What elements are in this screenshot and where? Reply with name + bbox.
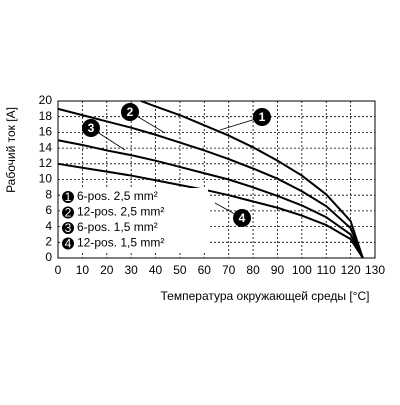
- x-tick-label: 20: [100, 263, 114, 277]
- legend-badge: [62, 191, 74, 203]
- legend-badge-number: 1: [65, 190, 72, 204]
- legend-box: [60, 188, 208, 252]
- y-tick-label: 4: [45, 219, 52, 233]
- x-tick-label: 90: [271, 263, 285, 277]
- legend-badge: [62, 206, 74, 219]
- callout-badge: [121, 103, 139, 121]
- x-tick-label: 0: [55, 263, 62, 277]
- y-tick-label: 20: [39, 93, 53, 107]
- curve: [57, 139, 364, 259]
- legend-badge: [62, 237, 74, 250]
- x-tick-label: 30: [124, 263, 138, 277]
- x-tick-label: 70: [222, 263, 236, 277]
- x-tick-label: 110: [317, 263, 336, 277]
- legend-badge-number: 3: [65, 221, 72, 235]
- legend-badge-number: 2: [65, 206, 72, 220]
- x-tick-label: 100: [292, 263, 312, 277]
- curve: [57, 107, 364, 259]
- legend-label: 12-pos. 2,5 mm²: [77, 205, 164, 219]
- y-tick-label: 18: [39, 109, 53, 123]
- legend-label: 6-pos. 2,5 mm²: [77, 189, 158, 203]
- curve: [140, 100, 364, 259]
- curve: [57, 162, 364, 259]
- x-tick-label: 10: [76, 263, 90, 277]
- x-tick-label: 60: [198, 263, 212, 277]
- x-tick-label: 40: [149, 263, 163, 277]
- y-tick-label: 8: [45, 187, 52, 201]
- y-tick-label: 6: [45, 203, 52, 217]
- x-tick-label: 80: [246, 263, 260, 277]
- callout-number: 2: [127, 105, 134, 119]
- x-tick-label: 130: [365, 263, 385, 277]
- legend-label: 6-pos. 1,5 mm²: [77, 220, 158, 234]
- callout-number: 1: [259, 110, 266, 124]
- y-tick-label: 16: [39, 125, 53, 139]
- x-tick-label: 120: [341, 263, 361, 277]
- legend-badge: [62, 222, 74, 234]
- callout-badge: [233, 209, 251, 227]
- y-tick-label: 12: [39, 156, 53, 170]
- y-axis-label: Рабочий ток [A]: [4, 107, 18, 193]
- callout-badge: [253, 108, 271, 126]
- x-tick-label: 50: [173, 263, 187, 277]
- legend-label: 12-pos. 1,5 mm²: [77, 236, 164, 250]
- y-tick-label: 10: [39, 172, 53, 186]
- callout-number: 3: [88, 121, 95, 135]
- y-tick-label: 14: [39, 140, 53, 154]
- callout-badge: [82, 119, 100, 137]
- y-tick-label: 0: [45, 250, 52, 264]
- x-axis-label: Температура окружающей среды [°C]: [161, 289, 370, 303]
- y-tick-label: 2: [45, 234, 52, 248]
- callout-number: 4: [239, 211, 246, 225]
- legend-badge-number: 4: [65, 237, 72, 251]
